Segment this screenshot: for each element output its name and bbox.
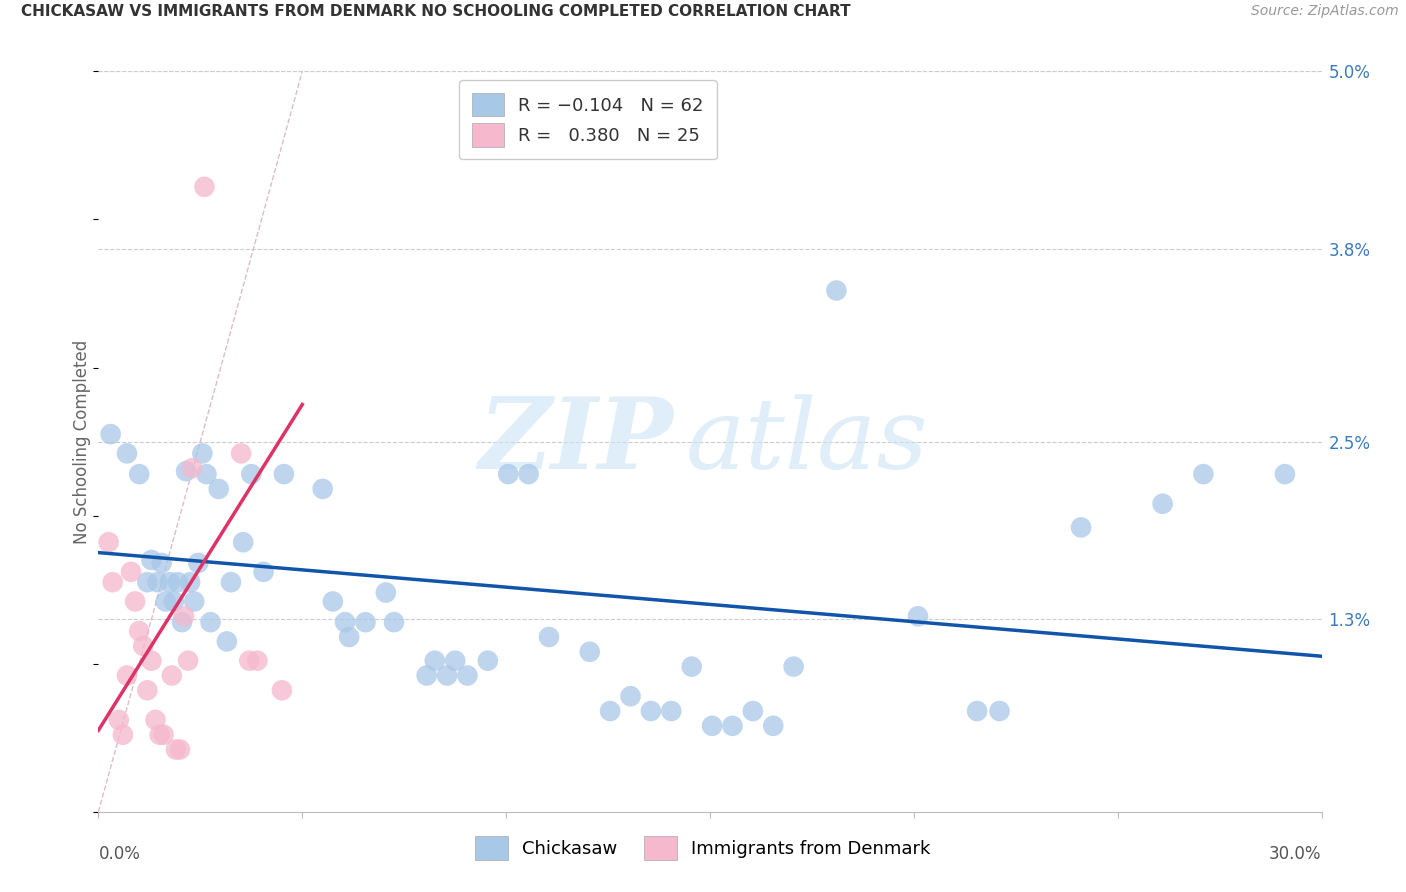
Point bbox=[231, 446, 253, 460]
Point bbox=[170, 615, 193, 630]
Point bbox=[782, 659, 804, 673]
Point bbox=[181, 461, 204, 475]
Point bbox=[988, 704, 1011, 718]
Point bbox=[141, 654, 163, 668]
Point bbox=[374, 585, 396, 599]
Point bbox=[270, 683, 294, 698]
Point bbox=[700, 719, 723, 733]
Point bbox=[100, 427, 122, 442]
Point bbox=[149, 728, 172, 742]
Point bbox=[132, 639, 155, 653]
Point bbox=[179, 575, 201, 590]
Point bbox=[115, 446, 138, 460]
Point bbox=[273, 467, 295, 482]
Point bbox=[1070, 520, 1092, 534]
Point bbox=[200, 615, 222, 630]
Point bbox=[762, 719, 785, 733]
Point bbox=[681, 659, 703, 673]
Point bbox=[333, 615, 356, 630]
Point bbox=[128, 624, 150, 638]
Point bbox=[599, 704, 621, 718]
Point bbox=[193, 179, 215, 194]
Point bbox=[167, 575, 190, 590]
Point bbox=[436, 668, 458, 682]
Point bbox=[537, 630, 560, 644]
Point bbox=[456, 668, 478, 682]
Point bbox=[444, 654, 467, 668]
Text: 0.0%: 0.0% bbox=[98, 845, 141, 863]
Point bbox=[169, 742, 191, 756]
Point bbox=[721, 719, 744, 733]
Point bbox=[174, 464, 197, 478]
Point bbox=[115, 668, 138, 682]
Point bbox=[124, 594, 146, 608]
Point bbox=[215, 634, 238, 648]
Point bbox=[1274, 467, 1296, 482]
Point bbox=[1192, 467, 1215, 482]
Point bbox=[208, 482, 231, 496]
Point bbox=[195, 467, 218, 482]
Point bbox=[907, 609, 929, 624]
Point bbox=[517, 467, 540, 482]
Point bbox=[159, 575, 181, 590]
Point bbox=[382, 615, 405, 630]
Point bbox=[163, 594, 186, 608]
Point bbox=[246, 654, 269, 668]
Point bbox=[825, 284, 848, 298]
Point bbox=[477, 654, 499, 668]
Text: 30.0%: 30.0% bbox=[1270, 845, 1322, 863]
Point bbox=[659, 704, 682, 718]
Point bbox=[219, 575, 242, 590]
Point bbox=[322, 594, 344, 608]
Legend: R = −0.104   N = 62, R =   0.380   N = 25: R = −0.104 N = 62, R = 0.380 N = 25 bbox=[458, 80, 717, 160]
Point bbox=[108, 713, 131, 727]
Point bbox=[496, 467, 519, 482]
Point bbox=[165, 742, 187, 756]
Point bbox=[252, 565, 274, 579]
Point bbox=[354, 615, 377, 630]
Point bbox=[173, 609, 195, 624]
Point bbox=[128, 467, 150, 482]
Point bbox=[337, 630, 360, 644]
Point bbox=[966, 704, 988, 718]
Text: Source: ZipAtlas.com: Source: ZipAtlas.com bbox=[1251, 4, 1399, 19]
Point bbox=[141, 553, 163, 567]
Y-axis label: No Schooling Completed: No Schooling Completed bbox=[73, 340, 91, 543]
Text: CHICKASAW VS IMMIGRANTS FROM DENMARK NO SCHOOLING COMPLETED CORRELATION CHART: CHICKASAW VS IMMIGRANTS FROM DENMARK NO … bbox=[21, 4, 851, 20]
Point bbox=[1152, 497, 1174, 511]
Point bbox=[120, 565, 142, 579]
Point bbox=[160, 668, 183, 682]
Point bbox=[741, 704, 763, 718]
Point bbox=[423, 654, 446, 668]
Point bbox=[187, 556, 209, 570]
Point bbox=[619, 690, 641, 704]
Text: atlas: atlas bbox=[686, 394, 928, 489]
Point bbox=[97, 535, 120, 549]
Point bbox=[152, 728, 174, 742]
Point bbox=[232, 535, 254, 549]
Point bbox=[150, 556, 173, 570]
Point bbox=[101, 575, 124, 590]
Point bbox=[183, 594, 205, 608]
Point bbox=[177, 654, 200, 668]
Text: ZIP: ZIP bbox=[478, 393, 673, 490]
Point bbox=[578, 645, 600, 659]
Point bbox=[640, 704, 662, 718]
Point bbox=[136, 683, 159, 698]
Legend: Chickasaw, Immigrants from Denmark: Chickasaw, Immigrants from Denmark bbox=[461, 822, 945, 874]
Point bbox=[145, 713, 167, 727]
Point bbox=[191, 446, 214, 460]
Point bbox=[415, 668, 437, 682]
Point bbox=[111, 728, 134, 742]
Point bbox=[312, 482, 335, 496]
Point bbox=[136, 575, 159, 590]
Point bbox=[240, 467, 263, 482]
Point bbox=[155, 594, 177, 608]
Point bbox=[238, 654, 260, 668]
Point bbox=[146, 575, 169, 590]
